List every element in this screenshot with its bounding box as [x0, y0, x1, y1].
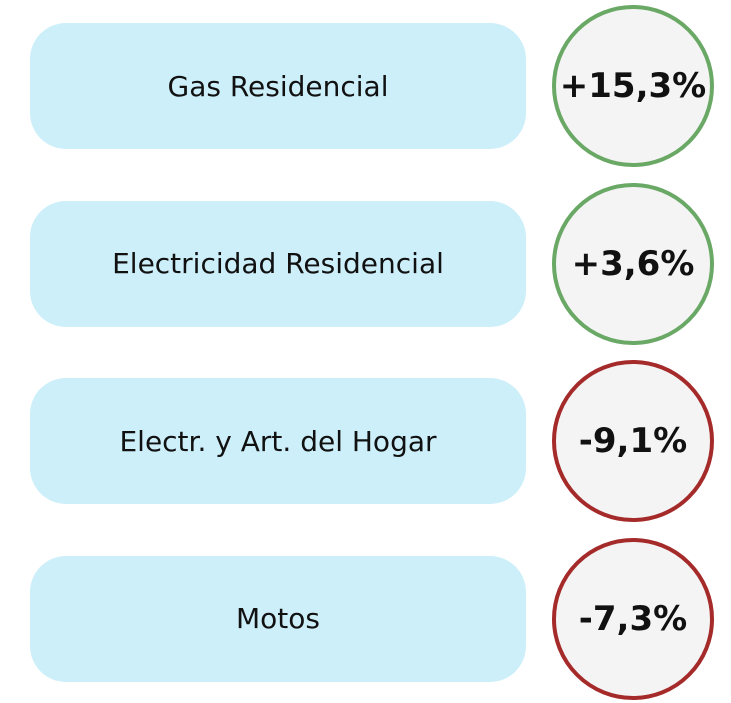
change-circle: +15,3%	[552, 5, 714, 167]
change-circle: +3,6%	[552, 182, 714, 345]
change-circle: -7,3%	[552, 537, 714, 700]
category-pill: Electricidad Residencial	[30, 200, 526, 327]
category-pill: Gas Residencial	[30, 23, 526, 149]
category-pill: Electr. y Art. del Hogar	[30, 378, 526, 504]
category-pill: Motos	[30, 555, 526, 682]
change-circle: -9,1%	[552, 360, 714, 522]
